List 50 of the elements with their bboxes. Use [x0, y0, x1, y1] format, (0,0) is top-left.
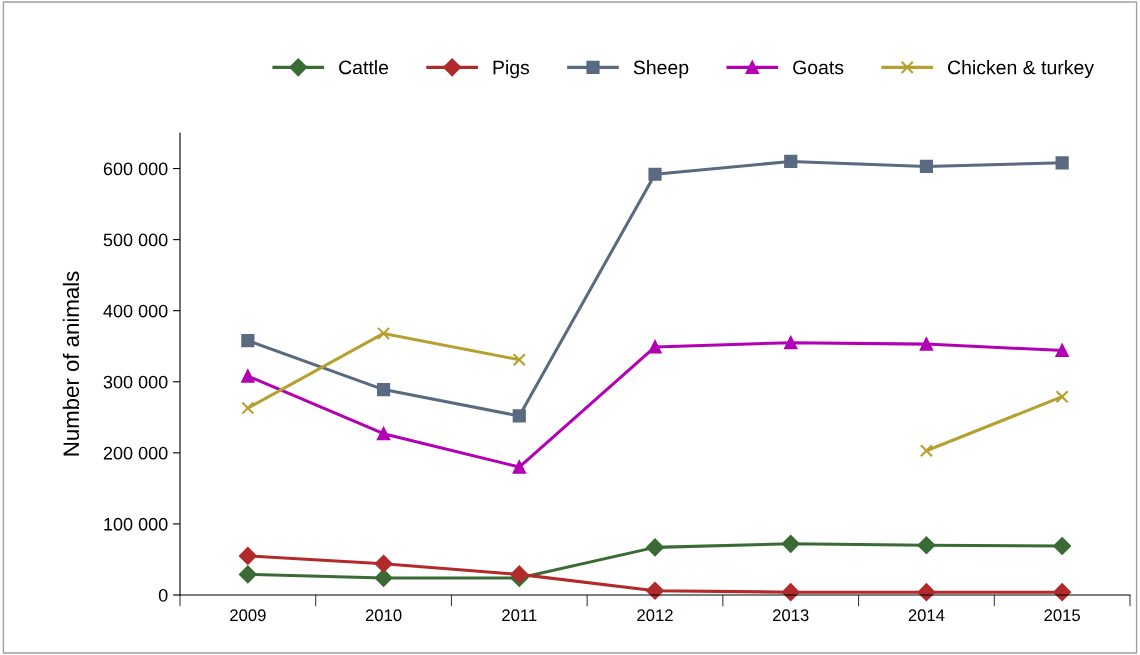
y-tick-label: 600 000: [103, 162, 168, 176]
point: [919, 444, 934, 458]
y-tick-label: 0: [158, 588, 168, 602]
point: [648, 340, 662, 354]
point: [512, 409, 526, 423]
point: [510, 565, 529, 584]
point: [241, 333, 255, 348]
point: [919, 337, 934, 351]
y-tick-label: 100 000: [104, 517, 168, 531]
point: [376, 382, 391, 397]
point: [1055, 343, 1069, 358]
legend-label: Cattle: [339, 60, 389, 75]
legend-label: Sheep: [633, 60, 689, 79]
x-tick-label: 2011: [502, 609, 537, 622]
y-tick-label: 300 000: [103, 375, 168, 389]
point: [512, 353, 526, 367]
point: [919, 159, 934, 173]
point: [376, 427, 391, 441]
y-tick-label: 200 000: [103, 446, 168, 460]
point: [646, 581, 664, 600]
point: [512, 460, 526, 474]
point: [784, 154, 798, 169]
x-tick-label: 2012: [637, 609, 673, 622]
x-tick-label: 2013: [773, 609, 809, 622]
y-tick-label: 500 000: [103, 233, 168, 247]
point: [241, 401, 255, 415]
point: [238, 565, 257, 584]
point: [784, 336, 798, 350]
point: [781, 534, 800, 553]
x-tick-label: 2009: [230, 609, 266, 622]
y-axis-title: Number of animals: [62, 271, 80, 456]
point: [1055, 156, 1069, 170]
x-tick-label: 2015: [1044, 609, 1080, 622]
x-tick-label: 2014: [908, 609, 945, 622]
point: [917, 536, 936, 555]
point: [1053, 537, 1072, 555]
legend-label: Chicken & turkey: [948, 60, 1094, 79]
legend-label: Pigs: [493, 60, 530, 79]
point: [648, 167, 662, 181]
point: [1053, 583, 1072, 602]
point: [241, 369, 255, 383]
point: [376, 326, 391, 341]
point: [238, 547, 257, 565]
point: [646, 538, 664, 557]
x-tick-label: 2010: [365, 609, 402, 622]
point: [1055, 390, 1069, 404]
y-tick-label: 400 000: [103, 304, 168, 318]
point: [374, 554, 393, 573]
legend-label: Goats: [793, 60, 844, 75]
point: [374, 569, 393, 587]
